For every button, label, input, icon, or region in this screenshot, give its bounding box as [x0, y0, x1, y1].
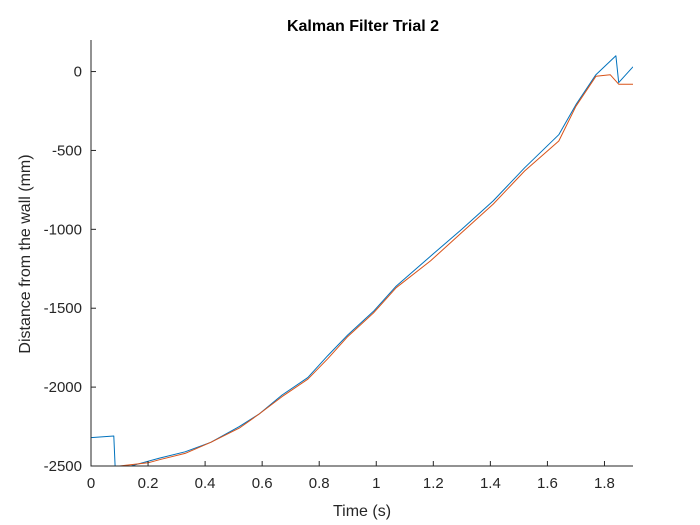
y-tick-label: -500 [52, 142, 82, 159]
y-axis-title: Distance from the wall (mm) [17, 154, 34, 353]
x-tick-label: 1.6 [537, 475, 558, 492]
series-2-line [119, 74, 633, 466]
x-axis-title: Time (s) [333, 503, 391, 520]
x-tick-label: 0.2 [138, 475, 159, 492]
x-tick-label: 0.4 [195, 475, 216, 492]
x-tick-label: 1.4 [480, 475, 501, 492]
x-tick-label: 1.8 [594, 475, 615, 492]
y-tick-label: -1500 [44, 300, 82, 317]
tick-labels: 0 0.2 0.4 0.6 0.8 1 1.2 1.4 1.6 1.8 -2500 -2000 -150… [44, 64, 615, 492]
x-tick-label: 0 [87, 475, 95, 492]
y-tick-label: -2500 [44, 458, 82, 475]
x-tick-label: 1.2 [423, 475, 444, 492]
axes [90, 40, 633, 467]
chart-title: Kalman Filter Trial 2 [287, 18, 439, 35]
x-tick-label: 0.8 [309, 475, 330, 492]
y-tick-label: 0 [74, 64, 82, 81]
series-1-line [91, 55, 633, 466]
series-layer [91, 55, 633, 466]
y-tick-label: -2000 [44, 379, 82, 396]
y-tick-label: -1000 [44, 221, 82, 238]
x-tick-label: 0.6 [252, 475, 273, 492]
x-tick-label: 1 [372, 475, 380, 492]
axis-lines [90, 40, 633, 467]
